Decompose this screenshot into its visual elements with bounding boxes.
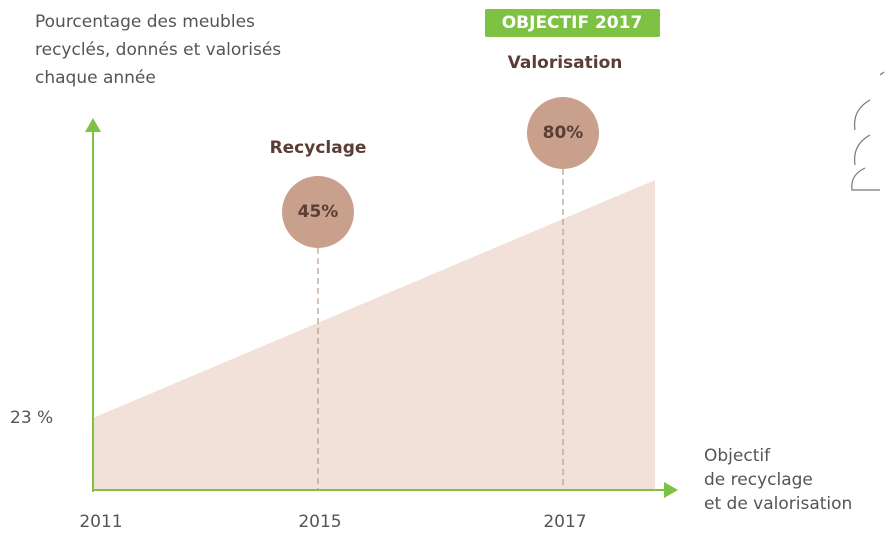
trend-area [93, 180, 655, 490]
y-axis-label: chaque année [35, 68, 156, 88]
x-label: 2015 [298, 512, 341, 532]
x-axis-label: et de valorisation [704, 494, 852, 514]
x-axis-label: Objectif [704, 446, 771, 466]
y-arrow [85, 118, 101, 132]
start-label: 23 % [10, 408, 53, 428]
milestone-value: 80% [543, 123, 584, 143]
x-axis-label: de recyclage [704, 470, 813, 490]
milestone-title: Recyclage [270, 138, 367, 158]
page: Pourcentage des meubles recyclés, donnés… [0, 0, 887, 533]
badge-text: OBJECTIF 2017 [502, 13, 643, 33]
y-axis-label: recyclés, donnés et valorisés [35, 40, 281, 60]
milestone-value: 45% [298, 202, 339, 222]
x-arrow [664, 482, 678, 498]
milestone-title: Valorisation [508, 53, 623, 73]
x-label: 2011 [79, 512, 122, 532]
x-label: 2017 [543, 512, 586, 532]
decoration [852, 72, 884, 190]
y-axis-label: Pourcentage des meubles [35, 12, 255, 32]
infographic: Pourcentage des meubles recyclés, donnés… [0, 0, 887, 533]
